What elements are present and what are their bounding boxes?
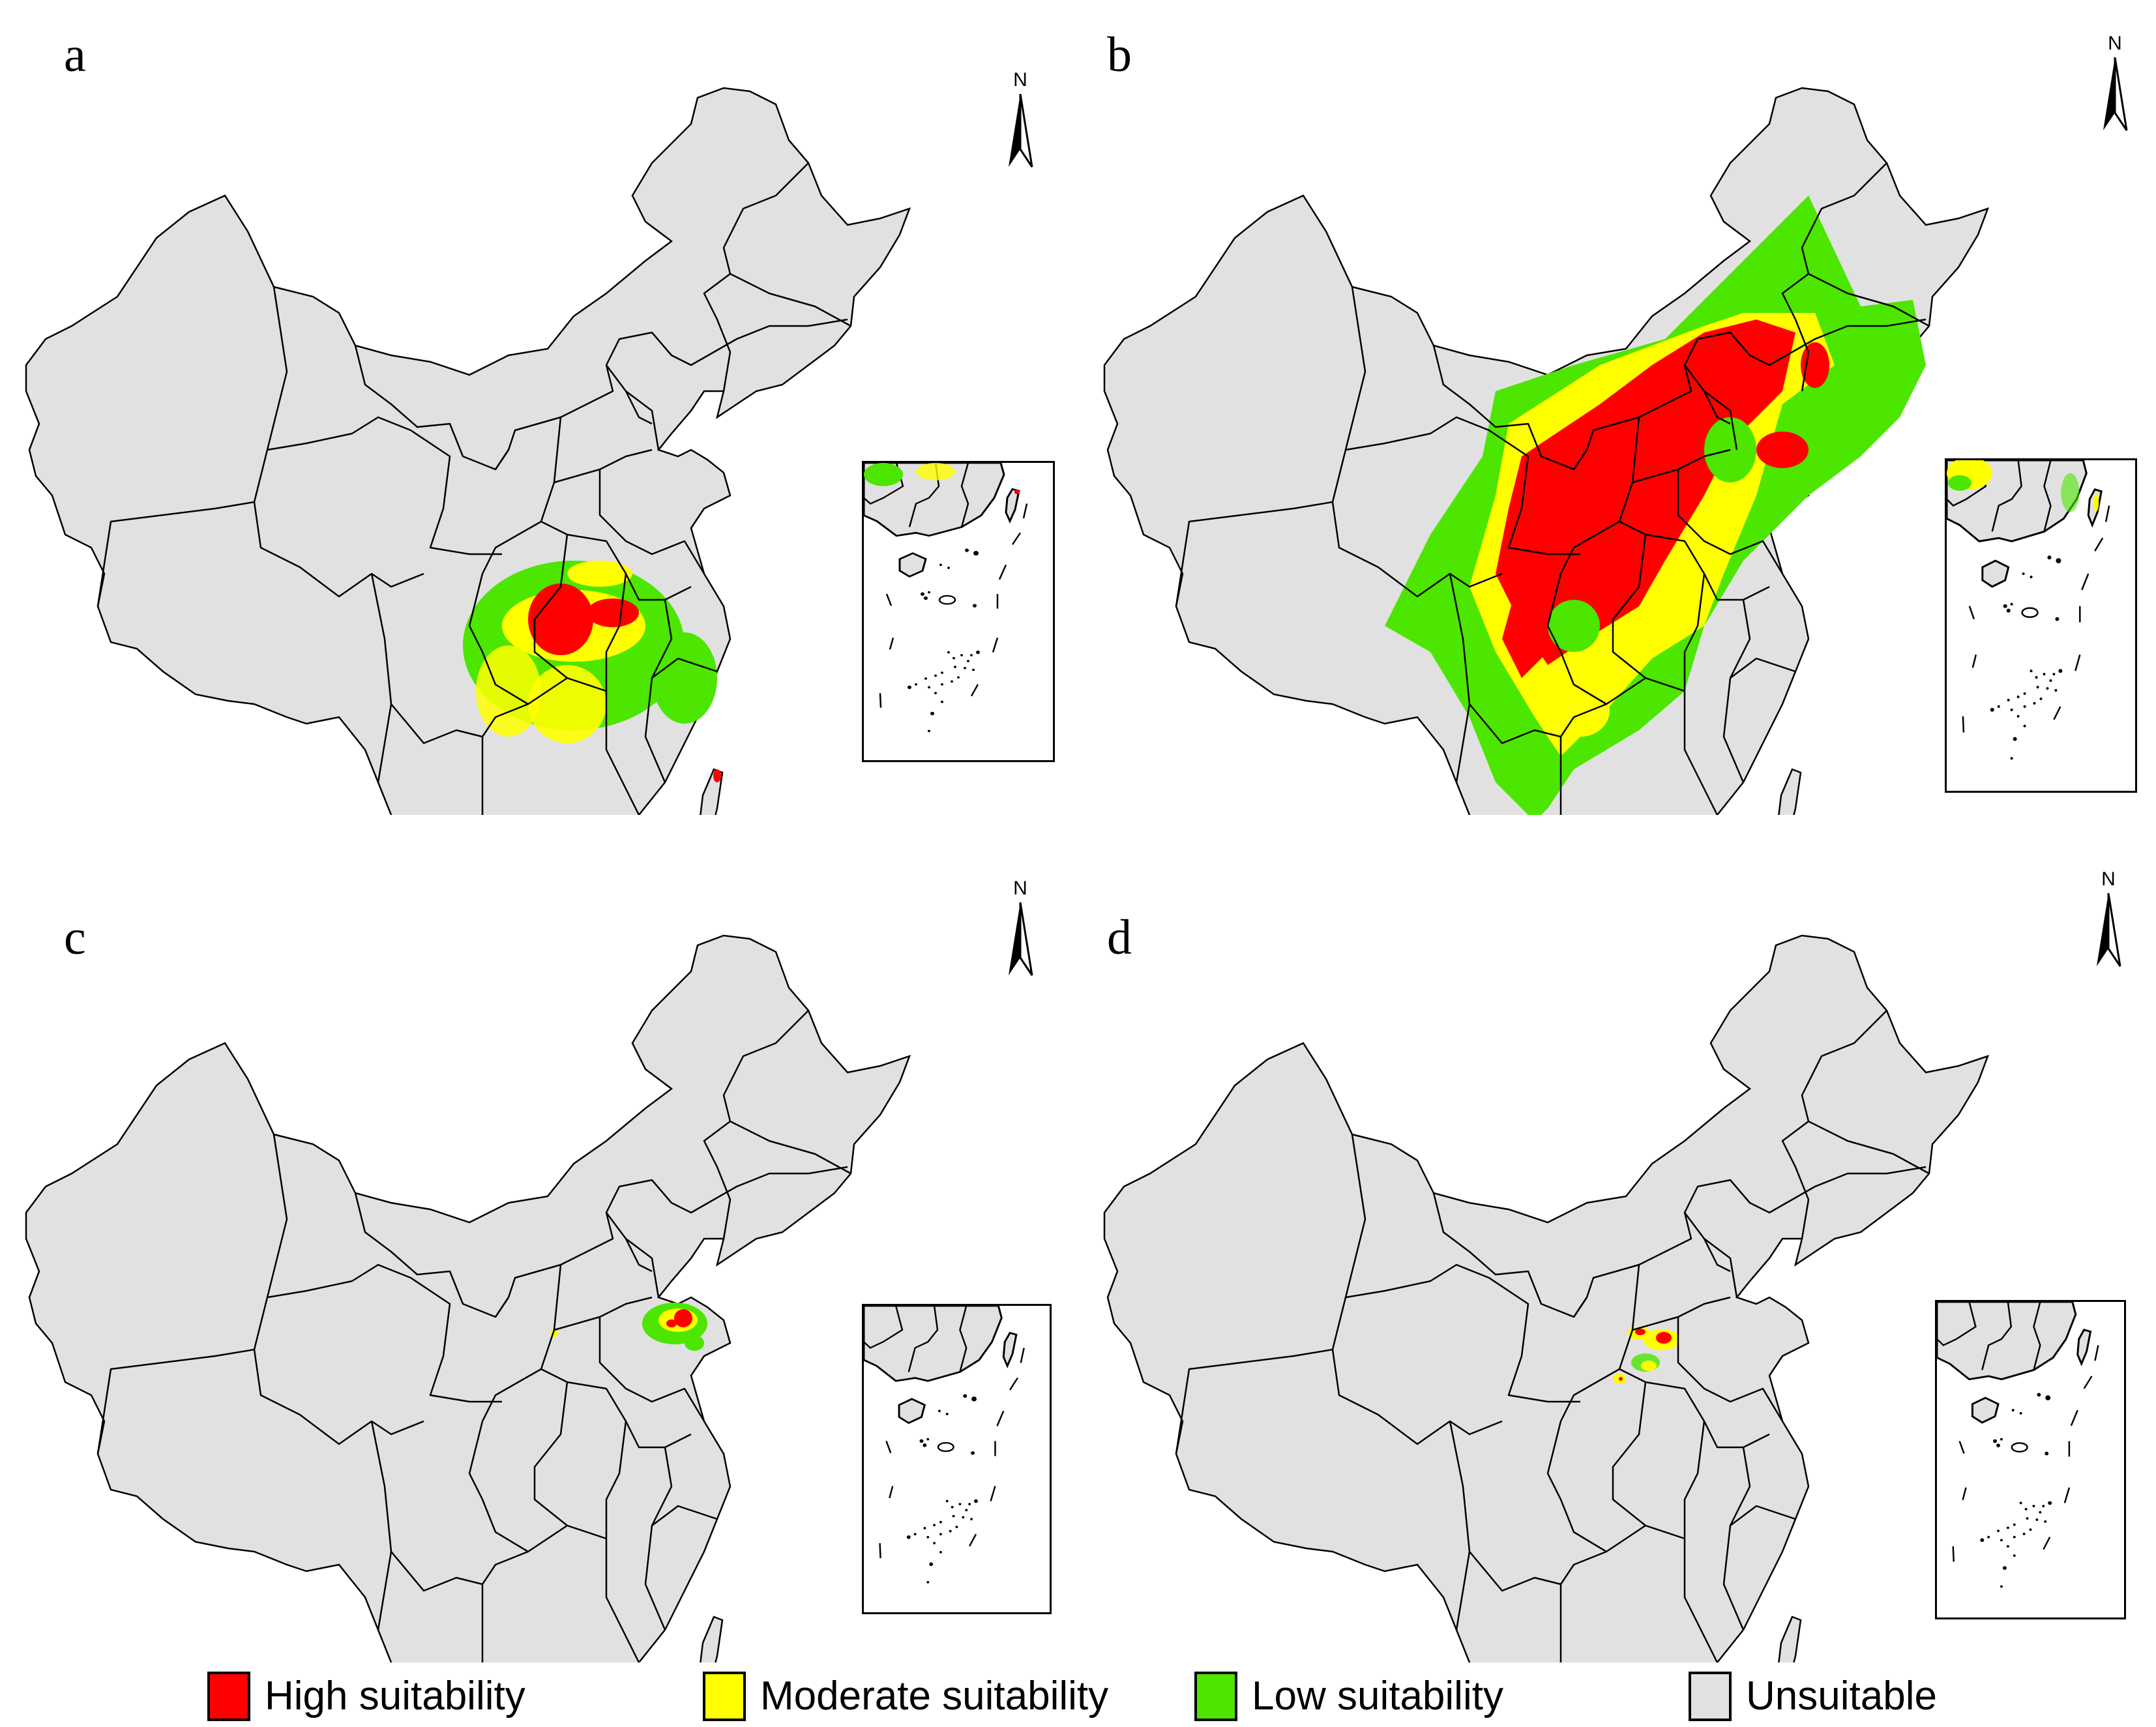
legend-swatch-low [1194, 1672, 1237, 1721]
north-arrow-icon [1009, 94, 1033, 168]
legend-swatch-unsuitable [1689, 1672, 1732, 1721]
panel-label-b: b [1107, 27, 1132, 82]
inset-south-china-sea-b [1945, 458, 2137, 793]
inset-map-b [1947, 460, 2110, 761]
inset-map-d [1937, 1302, 2099, 1589]
legend-label-high: High suitability [265, 1674, 525, 1719]
panel-label-c: c [64, 910, 86, 965]
inset-south-china-sea-d [1935, 1300, 2126, 1619]
china-map-c [25, 934, 911, 1662]
suitability-layer-c [550, 1303, 707, 1351]
suitability-layer-d [1613, 1327, 1680, 1384]
panel-b: b N [1078, 0, 2156, 815]
north-label: N [1013, 69, 1027, 91]
panel-label-d: d [1107, 910, 1132, 965]
legend-label-low: Low suitability [1252, 1674, 1503, 1719]
north-arrow-a: N [1001, 70, 1040, 168]
panel-label-a: a [64, 27, 86, 82]
china-map-b [1103, 87, 1989, 815]
panel-c: c N [0, 848, 1078, 1662]
china-map-a [25, 87, 911, 815]
north-arrow-b: N [2095, 34, 2134, 132]
inset-map-c [864, 1306, 1026, 1585]
north-label: N [1013, 878, 1027, 899]
legend-item-low: Low suitability [1194, 1670, 1503, 1722]
legend-item-moderate: Moderate suitability [703, 1670, 1108, 1722]
china-map-d [1103, 934, 1989, 1662]
north-label: N [2101, 868, 2116, 890]
legend-item-high: High suitability [207, 1670, 525, 1722]
legend-swatch-moderate [703, 1672, 746, 1721]
legend-label-unsuitable: Unsuitable [1746, 1674, 1937, 1719]
inset-south-china-sea-a [862, 461, 1055, 762]
north-arrow-icon [2097, 893, 2121, 967]
north-arrow-icon [1009, 902, 1033, 976]
north-arrow-icon [2103, 57, 2128, 131]
panel-a: a N [0, 0, 1078, 815]
inset-map-a [864, 463, 1028, 733]
north-arrow-c: N [1001, 879, 1040, 977]
north-arrow-d: N [2089, 870, 2128, 967]
north-label: N [2108, 33, 2122, 54]
panel-d: d N [1078, 848, 2156, 1662]
legend: High suitability Moderate suitability Lo… [0, 1656, 2156, 1727]
legend-swatch-high [207, 1672, 250, 1721]
suitability-layer-b [1385, 196, 1926, 815]
legend-item-unsuitable: Unsuitable [1689, 1670, 1937, 1722]
inset-south-china-sea-c [862, 1304, 1052, 1614]
legend-label-moderate: Moderate suitability [760, 1674, 1109, 1719]
